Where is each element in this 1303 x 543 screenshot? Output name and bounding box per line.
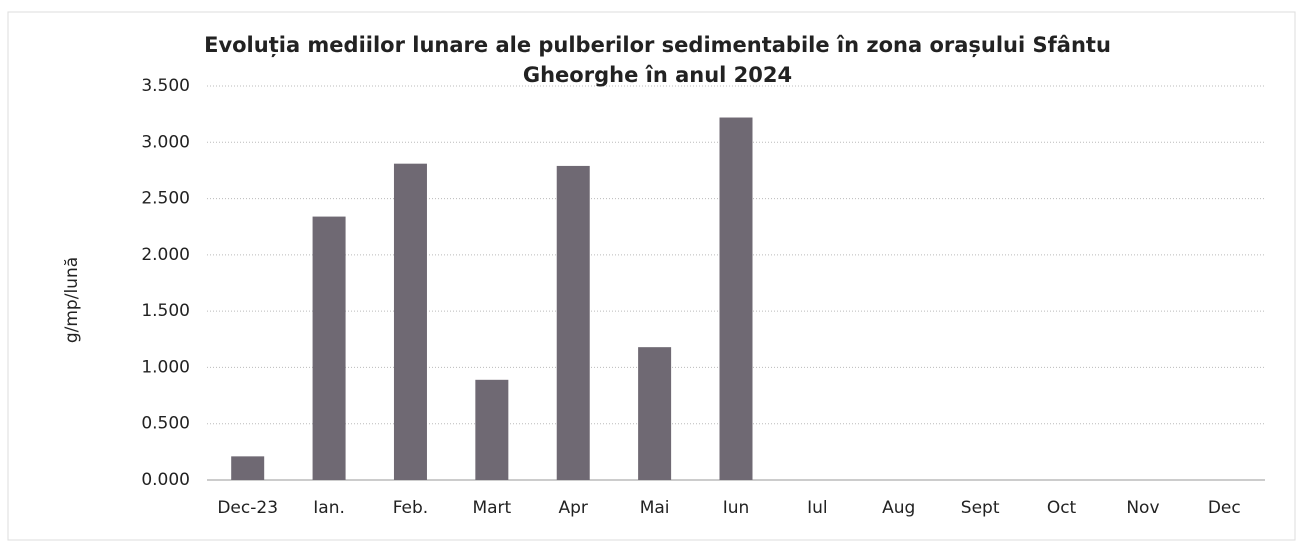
x-tick-label: Iul [807,498,828,518]
bar [638,347,672,480]
x-tick-label: Dec-23 [217,498,278,518]
bar [312,216,346,480]
x-tick-label: Mai [640,498,670,518]
x-tick-label: Apr [559,498,588,518]
x-tick-label: Sept [961,498,1000,518]
y-tick-label: 2.500 [141,189,190,209]
x-tick-label: Dec [1208,498,1241,518]
bar [393,163,427,480]
bar [719,117,753,481]
y-tick-label: 1.000 [141,357,190,377]
chart-title: Evoluția mediilor lunare ale pulberilor … [204,33,1111,87]
x-tick-label: Oct [1047,498,1077,518]
x-tick-label: Nov [1126,498,1159,518]
x-tick-label: Aug [882,498,915,518]
x-tick-label: Feb. [393,498,429,518]
bar [231,456,265,480]
y-axis-label: g/mp/lună [62,257,82,343]
x-tick-label: Mart [472,498,511,518]
bar [475,379,509,480]
bar [556,165,590,480]
y-tick-label: 0.500 [141,414,190,434]
y-tick-label: 1.500 [141,301,190,321]
y-tick-label: 3.500 [141,76,190,96]
chart-frame [7,11,1296,541]
y-tick-label: 3.000 [141,132,190,152]
y-tick-label: 0.000 [141,470,190,490]
x-tick-label: Iun [723,498,750,518]
x-tick-label: Ian. [313,498,345,518]
y-tick-label: 2.000 [141,245,190,265]
